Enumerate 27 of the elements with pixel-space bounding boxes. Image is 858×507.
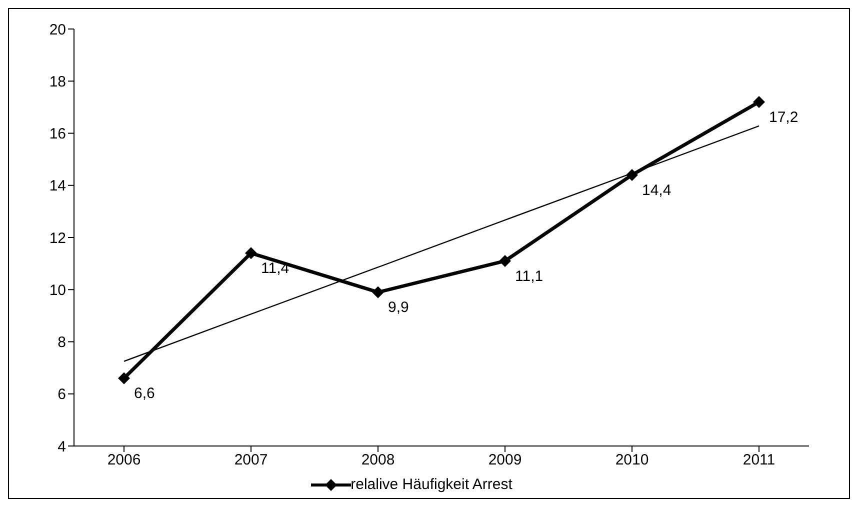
point — [753, 96, 765, 108]
x-tick-label: 2009 — [488, 452, 522, 469]
data-label: 14,4 — [642, 182, 672, 199]
x-tick-label: 2010 — [615, 452, 649, 469]
y-tick-label: 4 — [58, 438, 66, 456]
data-label: 9,9 — [388, 299, 409, 316]
data-label: 11,1 — [515, 268, 544, 285]
data-label: 17,2 — [769, 108, 798, 126]
y-tick-label: 12 — [49, 230, 66, 247]
point — [499, 254, 511, 267]
x-tick-label: 2008 — [361, 452, 395, 469]
y-tick-label: 6 — [58, 386, 66, 404]
x-tick-label: 2007 — [234, 452, 268, 469]
point — [245, 247, 257, 260]
point — [372, 286, 384, 298]
y-tick-label: 20 — [49, 21, 66, 38]
point — [118, 372, 130, 384]
data-label: 6,6 — [134, 385, 155, 402]
y-tick-label: 16 — [49, 126, 66, 143]
y-tick-label: 14 — [49, 178, 66, 195]
x-tick-label: 2006 — [107, 452, 141, 469]
legend-label: relalive Häufigkeit Arrest — [350, 476, 512, 493]
y-tick-label: 8 — [58, 334, 66, 352]
point — [626, 168, 638, 181]
x-tick-label: 2011 — [742, 452, 776, 469]
y-tick-label: 10 — [49, 282, 66, 299]
y-tick-label: 18 — [49, 73, 66, 90]
